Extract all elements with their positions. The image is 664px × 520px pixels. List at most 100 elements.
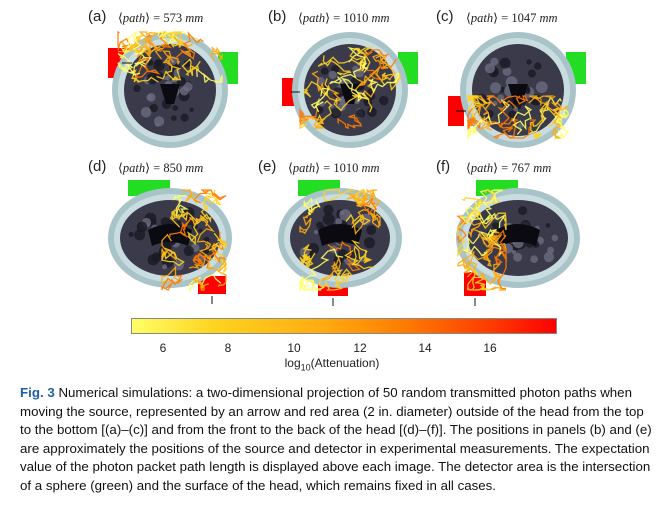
photon-path [462,234,490,257]
photon-path [466,266,487,291]
photon-path [176,30,204,60]
brain-tissue [526,59,532,65]
panel-f: (f) ⟨path⟩ = 767 mm [436,158,636,308]
panel-e: (e) ⟨path⟩ = 1010 mm [258,158,458,308]
photon-path [336,114,363,129]
path-length-label: ⟨path⟩ = 573 mm [118,11,204,25]
brain-tissue [535,81,548,93]
brain-tissue [335,218,343,225]
photon-path [327,240,362,272]
brain-tissue [172,105,179,111]
brain-tissue [492,222,500,230]
brain-tissue [502,67,512,76]
panel-b: (b) ⟨path⟩ = 1010 mm [268,8,468,158]
photon-path [145,30,173,53]
brain-tissue [162,264,168,270]
path-length-label: ⟨path⟩ = 1010 mm [288,161,380,175]
photon-path [310,87,330,113]
ventricle [496,224,540,246]
panel-label: (c) [436,8,454,25]
photon-path [333,92,373,113]
photon-path [129,34,145,53]
colorbar-tick: 6 [159,341,167,355]
photon-path [304,248,344,287]
colorbar-tick: 14 [418,341,432,355]
photon-path [195,67,223,83]
photon-path [366,188,379,205]
path-length-label: ⟨path⟩ = 767 mm [466,161,552,175]
photon-path [318,278,344,291]
brain-tissue [367,107,377,117]
photon-path [192,276,210,291]
coronal-head-image [282,32,418,148]
photon-path [303,197,321,216]
panel-label: (b) [268,8,287,25]
photon-path [322,189,355,202]
photon-path [299,107,318,125]
photon-path [138,31,164,60]
photon-path [172,195,190,217]
photon-path [351,239,375,270]
photon-path [529,117,544,139]
panel-c: (c) ⟨path⟩ = 1047 mm [436,8,636,158]
axial-head-image [456,180,580,306]
brain-tissue [356,108,366,118]
brain-tissue [518,123,524,129]
brain-tissue [134,229,146,241]
brain-tissue [530,255,538,263]
panel-label: (d) [88,158,107,175]
photon-path [359,197,378,215]
brain-tissue [366,225,377,235]
brain-tissue [547,246,555,254]
brain-tissue [146,93,156,102]
photon-path [512,105,533,136]
brain-tissue [534,62,542,70]
photon-path [181,58,201,76]
photon-path [188,243,214,270]
photon-path [482,232,503,248]
brain-tissue [155,122,160,127]
photon-path [171,37,193,58]
photon-path [189,216,216,249]
panel-label: (f) [436,158,451,175]
path-length-label: ⟨path⟩ = 1047 mm [466,11,558,25]
colorbar-tick: 16 [483,341,497,355]
brain-tissue [133,84,141,92]
figure-label: Fig. 3 [20,385,55,400]
brain-tissue [543,252,554,263]
photon-path [209,46,223,62]
photon-path [131,54,161,80]
brain-tissue [320,67,329,75]
brain-tissue [183,59,192,68]
brain-tissue [198,228,203,233]
path-length-label: ⟨path⟩ = 1010 mm [298,11,390,25]
brain-tissue [328,70,337,79]
ventricle [340,84,360,104]
photon-path [467,119,489,141]
panel-d: (d) ⟨path⟩ = 850 mm [88,158,288,308]
photon-path [456,215,473,244]
brain-tissue [490,82,502,94]
brain-tissue [330,108,342,119]
photon-path [466,95,490,117]
photon-path [193,189,227,204]
brain-tissue [322,213,335,226]
colorbar-label: log10(Attenuation) [284,356,380,373]
photon-path [486,95,529,105]
brain-tissue [545,223,551,228]
photon-path [208,232,227,252]
photon-path [311,70,342,102]
brain-tissue [171,115,177,121]
brain-tissue [147,254,159,266]
brain-tissue [527,69,536,78]
photon-path [300,117,326,129]
photon-path [117,30,142,65]
photon-path [299,244,314,268]
brain-tissue [163,75,169,81]
photon-path [552,107,569,123]
photon-path [117,61,146,76]
photon-path [473,99,511,135]
brain-tissue [154,59,162,67]
photon-path [368,72,400,94]
panel-label: (e) [258,158,277,175]
